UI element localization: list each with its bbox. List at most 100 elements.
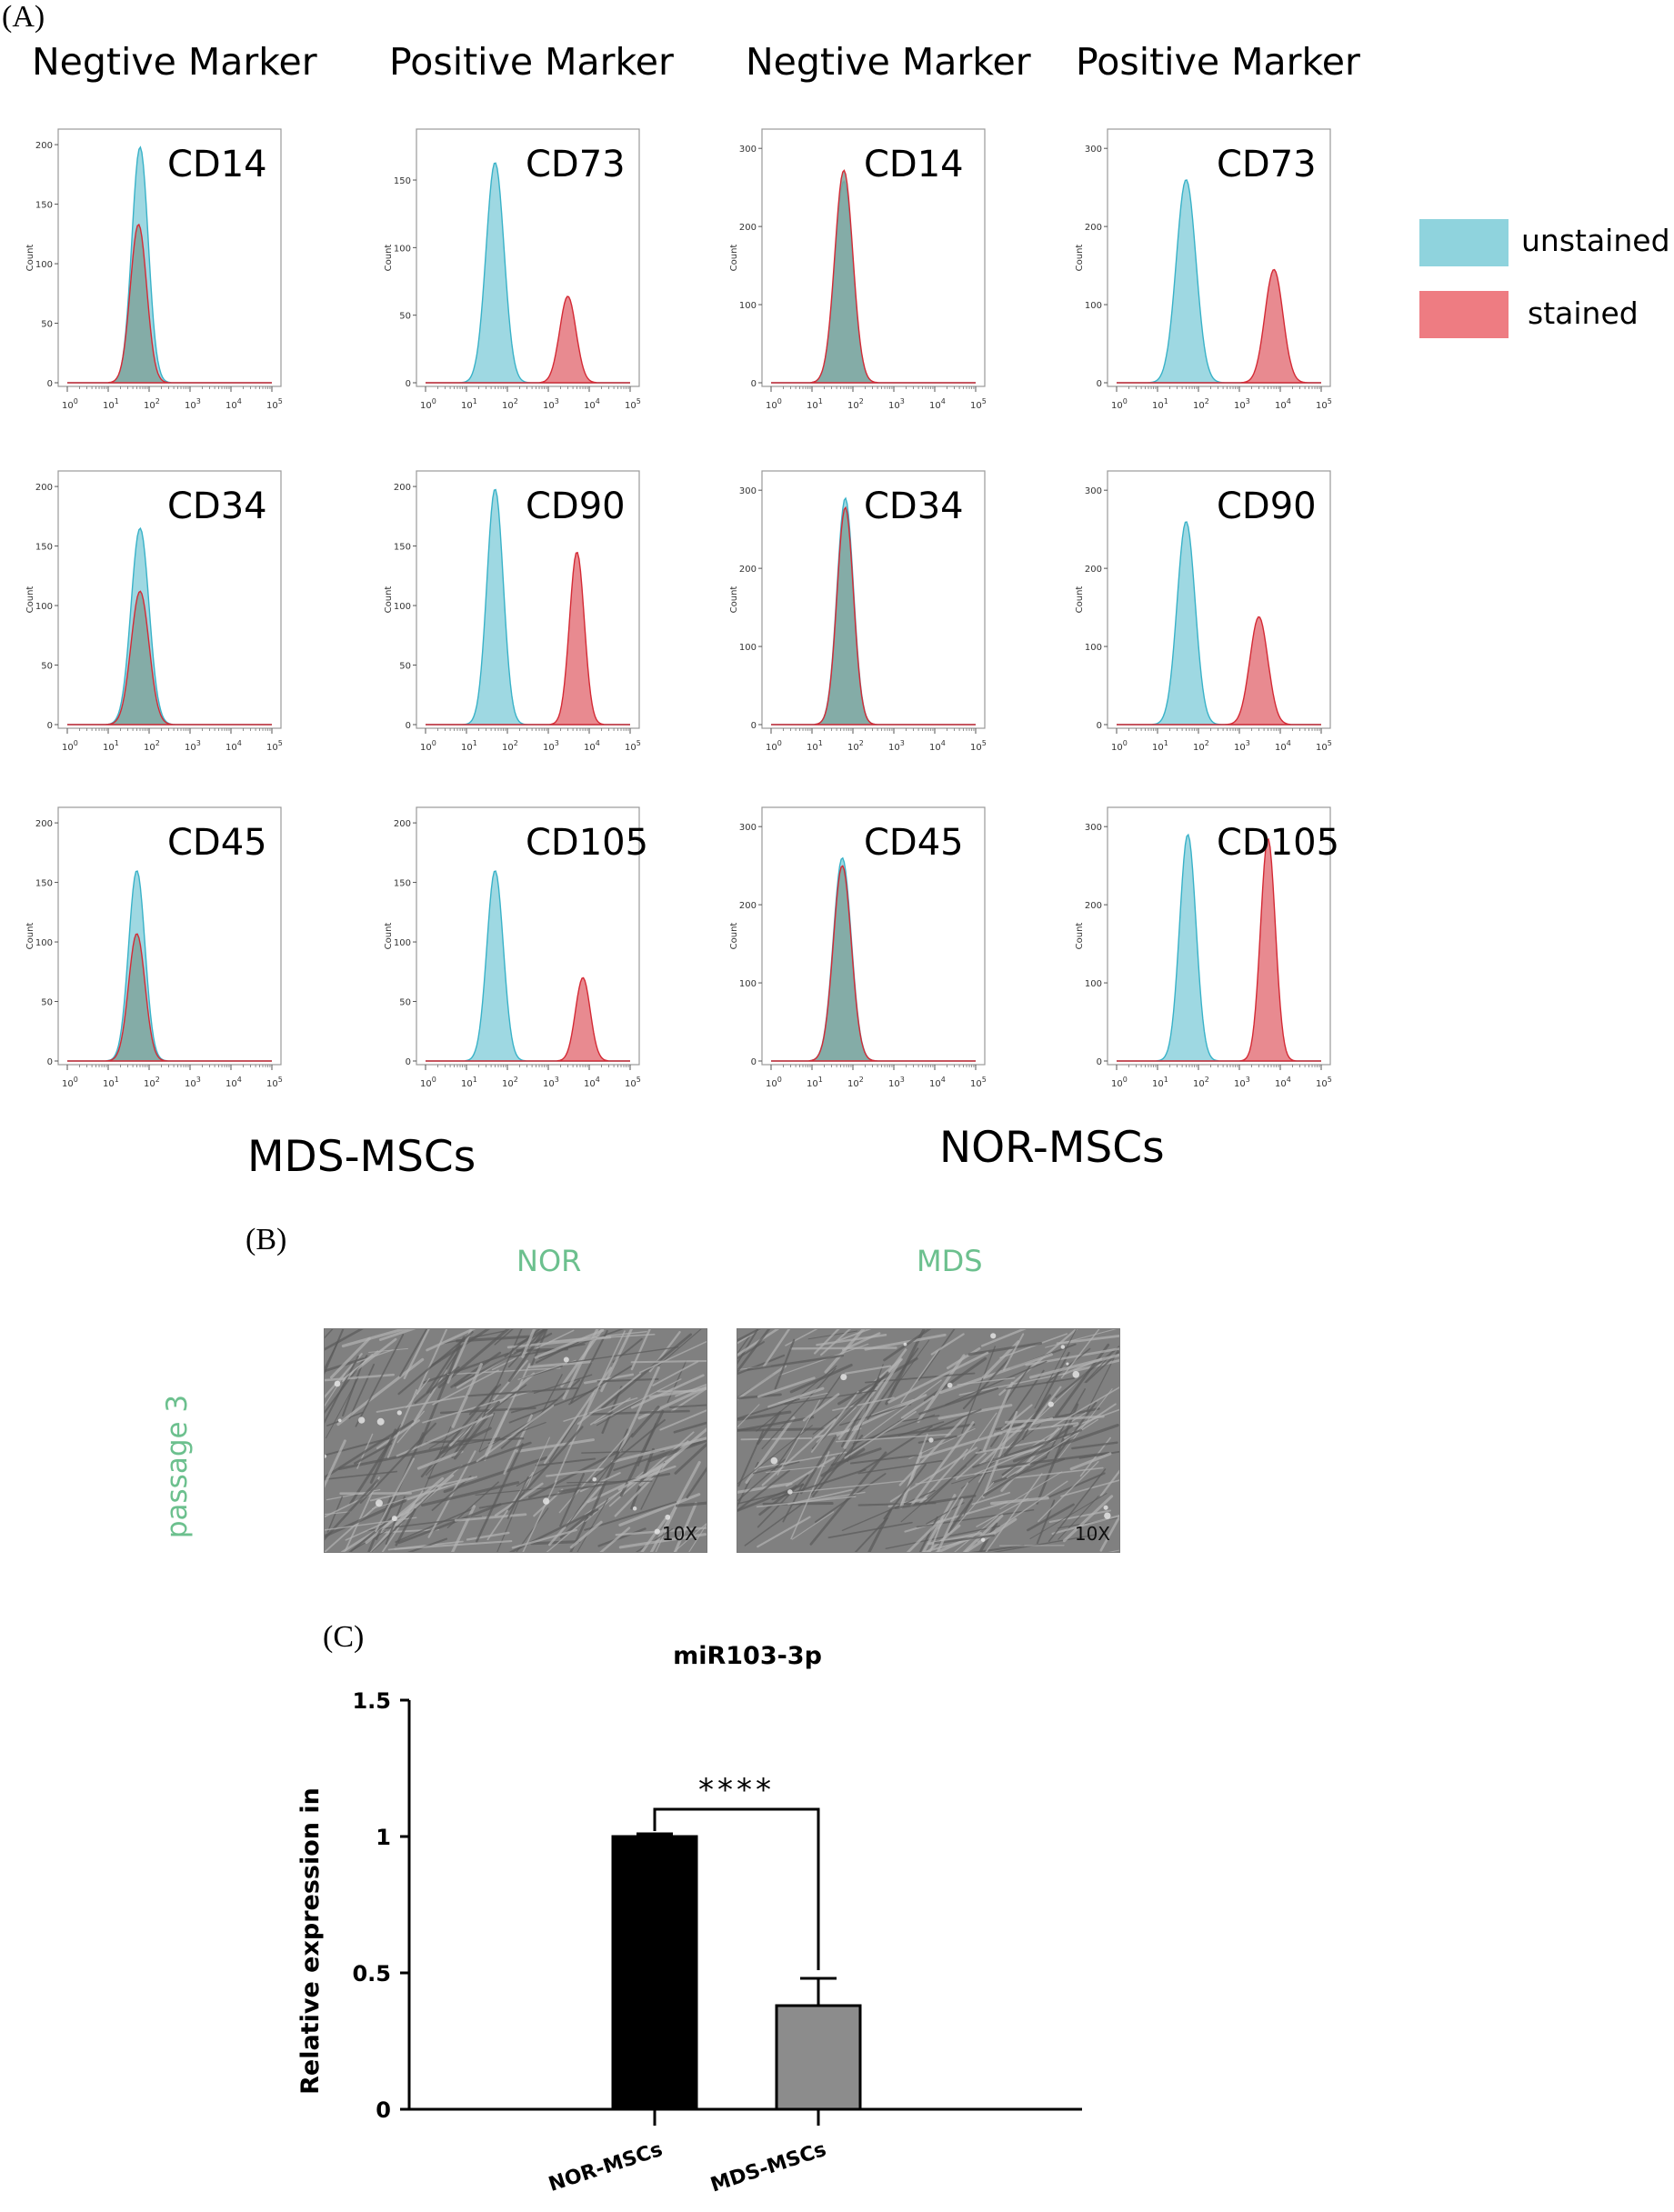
x-tick-label: 103 [185,1076,201,1089]
cell-texture [431,1475,472,1511]
y-tick-label: 1.5 [352,1688,391,1714]
bright-cell [1066,1362,1069,1366]
cell-texture [510,1398,558,1414]
cell-texture [376,1528,439,1534]
cell-texture [946,1346,981,1370]
cell-texture [737,1404,760,1428]
cell-texture [451,1419,478,1458]
cell-texture [778,1343,869,1376]
significance-bracket [653,1807,820,1970]
cell-texture [406,1476,477,1501]
cell-texture [583,1373,634,1385]
cell-texture [325,1479,379,1541]
cell-texture [999,1333,1068,1359]
y-tick-label: 0 [751,379,757,389]
y-tick-label: 300 [1085,486,1102,496]
cell-texture [871,1398,914,1416]
x-tick-label: 102 [1193,397,1209,411]
cell-texture [974,1439,1057,1476]
cell-texture [356,1349,394,1363]
cell-texture [885,1525,1001,1549]
x-tick-label: 105 [266,739,283,753]
cell-texture [1001,1425,1073,1476]
bright-cell [325,1454,327,1458]
y-tick-label: 200 [394,483,411,493]
cell-texture [752,1461,800,1475]
cell-texture [898,1433,928,1509]
bright-cell [654,1528,660,1535]
cell-texture [423,1426,452,1491]
x-tick-label: 100 [1111,397,1128,411]
cell-texture [527,1360,594,1369]
x-tick-label: 105 [1316,1076,1332,1089]
x-tick-label: 103 [1234,739,1250,753]
cell-texture [416,1449,464,1470]
y-tick-label: 300 [739,486,757,496]
y-tick-label: 50 [41,998,53,1008]
cell-texture [597,1527,647,1547]
marker-label: CD73 [1217,144,1317,185]
cell-texture [1084,1355,1111,1384]
cell-texture [395,1508,416,1546]
cell-texture [945,1360,1048,1406]
x-tick-label: 102 [1193,1076,1209,1089]
y-tick-label: 100 [35,602,53,612]
cell-texture [569,1520,603,1549]
stained-histogram [426,976,630,1062]
y-tick-label: 0 [47,1057,53,1067]
cell-texture [918,1386,999,1416]
cell-texture [535,1457,596,1466]
chart-title: miR103-3p [673,1642,822,1670]
cell-texture [325,1373,346,1407]
y-tick-label: 50 [399,662,411,672]
stained-histogram [771,169,976,384]
cell-texture [921,1494,957,1552]
x-tick-label: 101 [461,1076,477,1089]
cell-texture [640,1517,667,1552]
cell-texture [454,1513,527,1522]
cell-texture [982,1456,1048,1497]
cell-texture [566,1433,634,1527]
cell-texture [496,1499,520,1552]
cell-texture [329,1336,371,1379]
y-axis-label: Count [384,245,394,272]
cell-texture [767,1386,825,1408]
cell-texture [762,1329,791,1368]
cell-texture [325,1373,395,1382]
cell-texture [934,1534,995,1545]
cell-texture [1062,1495,1114,1543]
x-tick-label: 103 [888,1076,905,1089]
cell-texture [554,1392,595,1483]
y-tick-label: 150 [35,879,53,889]
cell-texture [1046,1347,1091,1384]
cell-texture [1060,1329,1100,1379]
column-header: Positive Marker [1076,40,1360,84]
cell-texture [897,1421,945,1436]
cell-texture [786,1456,836,1487]
x-tick-label: 105 [625,1076,641,1089]
marker-label: CD14 [167,144,267,185]
cell-texture [378,1329,416,1341]
cell-texture [816,1333,887,1346]
y-tick-label: 100 [739,301,757,311]
stained-histogram [771,505,976,726]
x-tick-label: 105 [970,397,987,411]
cell-texture [652,1360,699,1386]
cell-texture [478,1412,496,1452]
cell-texture [971,1544,1025,1552]
cell-texture [774,1338,796,1390]
cell-texture [618,1493,701,1526]
cell-texture [864,1333,947,1351]
cell-texture [538,1329,625,1359]
cell-texture [657,1329,702,1366]
cell-texture [326,1496,344,1533]
cell-texture [835,1433,951,1443]
cell-texture [337,1446,449,1471]
cell-texture [918,1516,938,1552]
y-axis-label: Count [729,923,739,950]
x-tick-label: 104 [929,397,946,411]
y-axis-label: Count [25,245,35,272]
cell-texture [583,1330,626,1419]
cell-texture [369,1476,475,1502]
bright-cell [391,1516,397,1522]
